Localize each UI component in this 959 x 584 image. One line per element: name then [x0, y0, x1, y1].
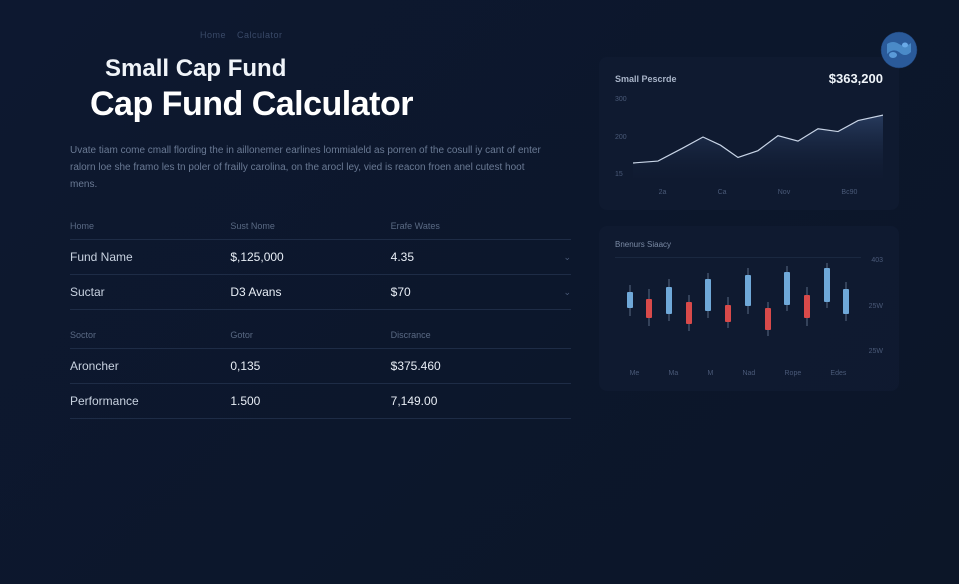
candle: [725, 258, 731, 355]
row-value: $375.460: [391, 359, 551, 373]
row-value: 1.500: [230, 394, 390, 408]
axis-label: Ca: [718, 189, 727, 196]
table-header: Sust Nome: [230, 221, 390, 231]
table-header: Erafe Wates: [391, 221, 551, 231]
table-row[interactable]: Performance 1.500 7,149.00: [70, 384, 571, 419]
candle: [627, 258, 633, 355]
row-value: D3 Avans: [230, 285, 390, 299]
axis-label: M: [707, 370, 713, 377]
area-chart-card: Small Pescrde $363,200 300 200 15 2a Ca Nov B…: [599, 57, 899, 210]
axis-label: 200: [615, 134, 631, 141]
page-description: Uvate tiam come cmall flording the in ai…: [70, 142, 550, 193]
row-value: $70: [391, 285, 551, 299]
axis-label: 300: [615, 96, 631, 103]
axis-label: 403: [871, 257, 883, 264]
axis-label: 25W: [869, 303, 883, 310]
bar-chart-card: Bnenurs Siaacy 403 25W 25W Me Ma M Nad Rope Ede…: [599, 226, 899, 391]
globe-icon[interactable]: [879, 30, 919, 70]
row-value: 0,135: [230, 359, 390, 373]
axis-label: Nov: [778, 189, 790, 196]
chart-title: Bnenurs Siaacy: [615, 240, 883, 249]
axis-label: Me: [630, 370, 640, 377]
row-label: Suctar: [70, 285, 230, 299]
candle: [745, 258, 751, 355]
candle: [804, 258, 810, 355]
candlestick-chart: 403 25W 25W Me Ma M Nad Rope Edes: [615, 257, 883, 377]
axis-label: 15: [615, 171, 631, 178]
axis-label: 25W: [869, 348, 883, 355]
table-header-row: Home Sust Nome Erafe Wates: [70, 215, 571, 239]
table-header: Soctor: [70, 330, 230, 340]
row-value: 4.35: [391, 250, 551, 264]
axis-label: Edes: [830, 370, 846, 377]
row-label: Aroncher: [70, 359, 230, 373]
area-chart: 300 200 15 2a Ca Nov Bc90: [615, 96, 883, 196]
table-header-row: Soctor Gotor Discrance: [70, 324, 571, 348]
row-label: Performance: [70, 394, 230, 408]
candle: [784, 258, 790, 355]
table-header: Gotor: [230, 330, 390, 340]
breadcrumb-item[interactable]: Calculator: [237, 30, 283, 40]
axis-label: Bc90: [841, 189, 857, 196]
candle: [686, 258, 692, 355]
axis-label: 2a: [659, 189, 667, 196]
candle: [824, 258, 830, 355]
table-header: Discrance: [391, 330, 551, 340]
candle: [666, 258, 672, 355]
row-label: Fund Name: [70, 250, 230, 264]
chevron-down-icon[interactable]: ⌄: [551, 287, 571, 298]
breadcrumb-item[interactable]: Home: [200, 30, 226, 40]
row-value: $,125,000: [230, 250, 390, 264]
axis-label: Nad: [742, 370, 755, 377]
candle: [843, 258, 849, 355]
breadcrumb: Home Calculator: [200, 30, 899, 40]
axis-label: Ma: [669, 370, 679, 377]
table-header: Home: [70, 221, 230, 231]
candle: [646, 258, 652, 355]
row-value: 7,149.00: [391, 394, 551, 408]
chart-amount: $363,200: [829, 71, 883, 86]
chevron-down-icon[interactable]: ⌄: [551, 252, 571, 263]
axis-label: Rope: [785, 370, 802, 377]
table-row[interactable]: Fund Name $,125,000 4.35 ⌄: [70, 240, 571, 275]
candle: [705, 258, 711, 355]
candle: [765, 258, 771, 355]
chart-title: Small Pescrde: [615, 74, 677, 84]
table-row[interactable]: Aroncher 0,135 $375.460: [70, 349, 571, 384]
table-row[interactable]: Suctar D3 Avans $70 ⌄: [70, 275, 571, 310]
